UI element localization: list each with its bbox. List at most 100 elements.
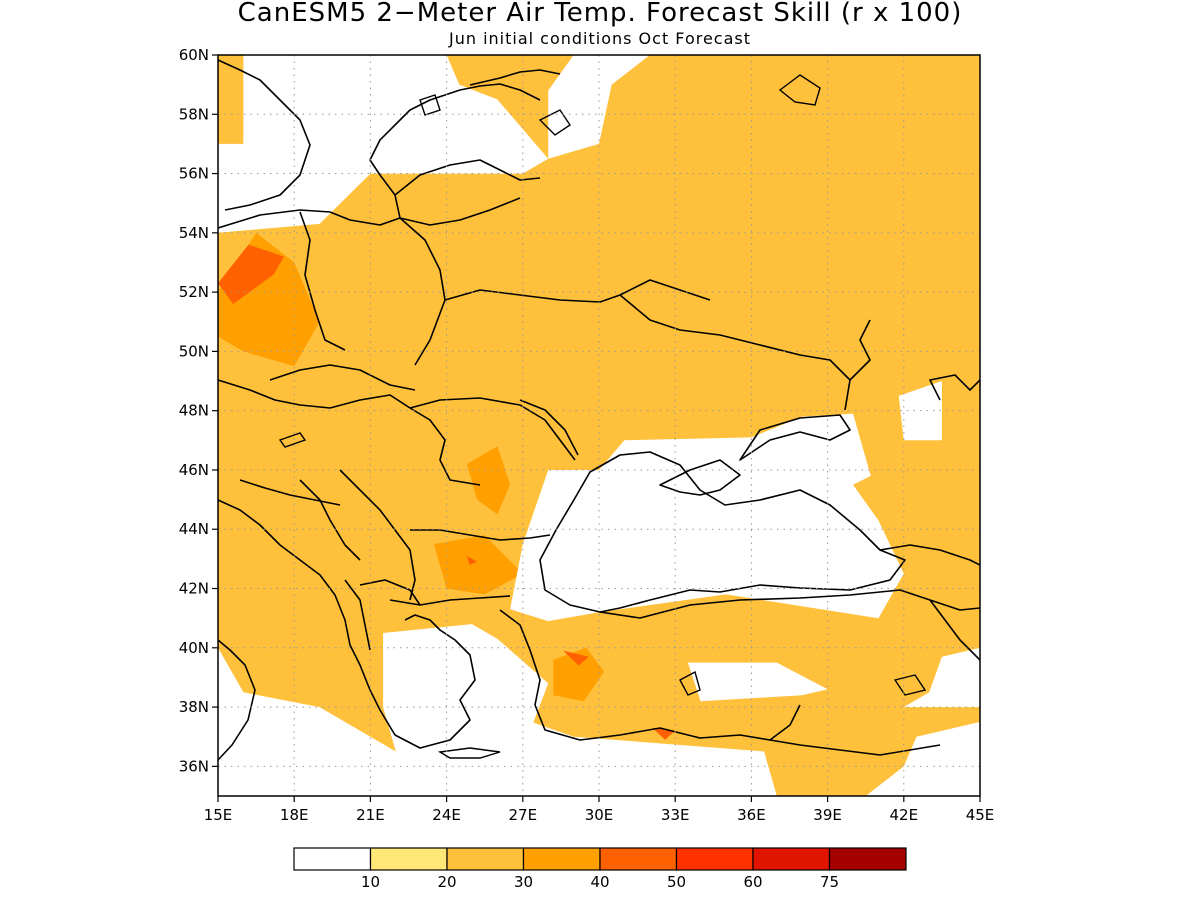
map-gridlines	[218, 55, 980, 796]
border-moldova	[519, 399, 579, 456]
colorbar-swatch	[828, 847, 907, 871]
lat-tick-label: 48N	[179, 402, 209, 420]
colorbar-swatch	[752, 847, 831, 871]
border-austria-hungary	[218, 379, 411, 409]
colorbar-legend: 10 20 30 40 50 60 75	[293, 847, 907, 891]
border-russia-kazakh	[849, 319, 871, 381]
border-belarus-ukraine	[444, 279, 711, 303]
skill-zone-11	[433, 535, 523, 595]
lat-tick-label: 52N	[179, 283, 209, 301]
lat-tick-label: 40N	[179, 639, 209, 657]
lon-tick-label: 33E	[661, 806, 690, 824]
sweden-coast	[218, 59, 311, 211]
colorbar-label: 75	[820, 873, 839, 891]
lat-tick-label: 38N	[179, 698, 209, 716]
lon-tick-label: 45E	[966, 806, 995, 824]
longitude-tick-labels: 15E 18E 21E 24E 27E 30E 33E 36E 39E 42E 45E	[204, 806, 995, 824]
border-ukraine-russia	[619, 294, 851, 411]
longitude-tick-marks	[217, 796, 981, 802]
border-romania-ukraine	[409, 397, 576, 461]
lon-tick-label: 24E	[432, 806, 461, 824]
masked-region-3	[383, 624, 549, 752]
border-serbia	[339, 469, 416, 601]
colorbar-label: 30	[514, 873, 533, 891]
lat-tick-label: 50N	[179, 342, 209, 360]
lat-tick-label: 44N	[179, 520, 209, 538]
greece-coast	[369, 614, 476, 749]
map-plot-area	[218, 55, 980, 796]
skill-zone-14	[563, 650, 589, 666]
lon-tick-label: 21E	[356, 806, 385, 824]
skill-zone-0	[218, 440, 549, 648]
lake-van	[893, 674, 927, 696]
chart-title: CanESM5 2−Meter Air Temp. Forecast Skill…	[237, 0, 963, 28]
skill-zone-5	[865, 514, 980, 589]
border-hungary-romania	[409, 407, 481, 486]
lake-ladoga	[778, 74, 821, 106]
lat-tick-label: 46N	[179, 461, 209, 479]
colorbar-label: 50	[667, 873, 686, 891]
colorbar-swatch	[446, 847, 525, 871]
border-georgia-russia	[879, 544, 980, 566]
masked-region-1	[548, 55, 650, 159]
lon-tick-label: 27E	[509, 806, 538, 824]
lat-tick-label: 58N	[179, 105, 209, 123]
masked-region-0	[218, 55, 549, 233]
border-north-macedonia	[359, 579, 421, 606]
lat-tick-label: 54N	[179, 224, 209, 242]
lon-tick-label: 15E	[204, 806, 233, 824]
lon-tick-label: 39E	[813, 806, 842, 824]
colorbar-label: 60	[743, 873, 762, 891]
lat-tick-label: 56N	[179, 165, 209, 183]
masked-region-6	[903, 647, 980, 708]
skill-zone-13	[218, 244, 284, 304]
lakes-and-islands	[278, 74, 927, 759]
colorbar-swatch	[369, 847, 448, 871]
chart-subtitle: Jun initial conditions Oct Forecast	[448, 29, 752, 48]
country-borders	[218, 59, 980, 761]
skill-zone-10	[466, 446, 511, 515]
border-turkey-syria	[769, 739, 941, 756]
masked-region-8	[865, 721, 980, 796]
gotland-island	[419, 94, 441, 116]
italy-coast	[218, 639, 256, 761]
border-romania-bulgaria	[410, 529, 551, 541]
masked-region-5	[687, 662, 828, 702]
lon-tick-label: 30E	[585, 806, 614, 824]
skill-zone-8	[256, 499, 371, 604]
lat-tick-label: 60N	[179, 46, 209, 64]
border-bosnia	[299, 479, 361, 561]
border-bulgaria-greece	[389, 595, 511, 606]
lake-tuz	[679, 670, 701, 696]
baltic-coastline	[218, 83, 541, 229]
lat-tick-label: 36N	[179, 757, 209, 775]
masked-region-4	[218, 647, 777, 796]
turkey-north-coast	[599, 589, 980, 619]
colorbar-swatch	[599, 847, 678, 871]
azov-sea-coast	[739, 414, 851, 461]
lon-tick-label: 42E	[890, 806, 919, 824]
border-baltic-states	[394, 159, 541, 196]
colorbar-label: 10	[361, 873, 380, 891]
lon-tick-label: 18E	[280, 806, 309, 824]
skill-zone-12	[553, 647, 605, 702]
masked-regions	[218, 55, 980, 796]
crete-island	[437, 747, 501, 759]
adriatic-coast	[218, 499, 371, 691]
skill-zone-7	[281, 633, 409, 713]
black-sea-coastline	[539, 451, 906, 613]
border-albania	[344, 579, 371, 651]
border-turkey-georgia	[929, 599, 980, 661]
border-slovenia-croatia	[239, 479, 341, 506]
colorbar-swatch	[675, 847, 754, 871]
lat-tick-label: 42N	[179, 580, 209, 598]
colorbar-swatch	[522, 847, 601, 871]
colorbar-label: 20	[437, 873, 456, 891]
lake-peipus	[538, 109, 571, 136]
colorbar-swatch	[293, 847, 372, 871]
caspian-coast	[929, 374, 980, 401]
border-poland-east	[399, 217, 446, 366]
gulf-of-finland-coast	[469, 69, 561, 86]
border-czech-slovakia	[269, 364, 416, 391]
